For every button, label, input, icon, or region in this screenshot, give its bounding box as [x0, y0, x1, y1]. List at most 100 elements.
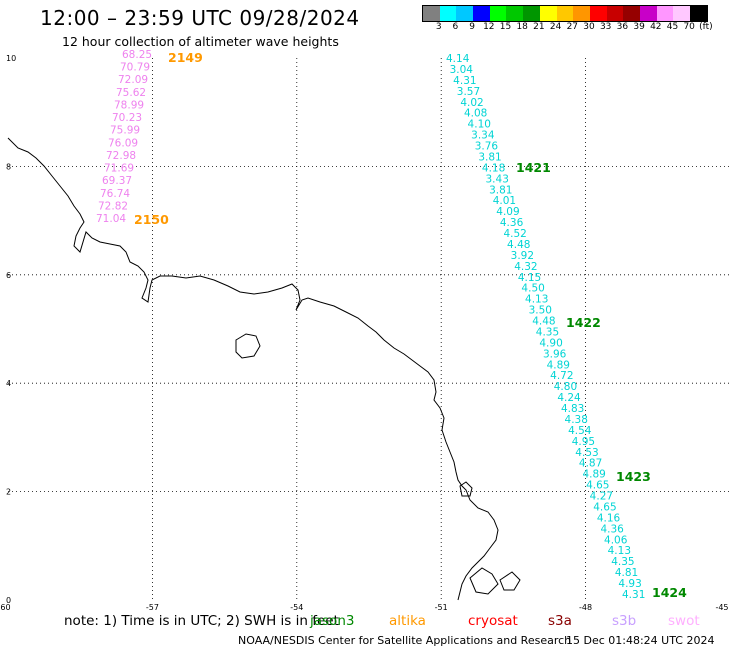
x-tick-label: -57	[146, 603, 159, 612]
wave-height-value: 4.01	[493, 195, 516, 207]
wave-height-value: 3.81	[478, 151, 501, 163]
wave-height-value: 4.15	[518, 272, 541, 284]
wave-height-value: 4.13	[525, 294, 548, 306]
colorbar-swatch	[573, 6, 590, 21]
wave-height-value: 3.96	[543, 348, 567, 360]
wave-height-value: 4.32	[514, 261, 537, 273]
y-tick-label: 2	[6, 488, 11, 497]
wave-height-value: 4.09	[496, 206, 519, 218]
colorbar-swatch	[606, 6, 624, 21]
wave-height-value: 4.50	[521, 283, 544, 295]
satellite-legend-item: jason3	[310, 613, 355, 629]
colorbar-swatch	[673, 6, 690, 21]
wave-height-value: 70.79	[120, 62, 150, 74]
colorbar-swatch	[589, 6, 607, 21]
colorbar-label: 45	[666, 22, 679, 32]
island-2	[469, 567, 499, 595]
wave-height-value: 4.27	[590, 491, 613, 503]
colorbar-label: 21	[533, 22, 545, 32]
page-title: 12:00 – 23:59 UTC 09/28/2024	[40, 6, 360, 30]
wave-height-value: 71.69	[104, 163, 134, 175]
wave-height-value: 4.38	[565, 414, 588, 426]
colorbar-label: 39	[633, 22, 645, 32]
colorbar-swatch	[639, 6, 657, 21]
colorbar-swatch	[439, 6, 457, 21]
colorbar-label: 12	[483, 22, 495, 32]
wave-height-value: 4.87	[579, 458, 602, 470]
wave-height-value: 75.99	[110, 125, 140, 137]
wave-height-value: 4.36	[600, 523, 624, 535]
colorbar-swatch	[623, 6, 640, 21]
wave-height-value: 4.13	[608, 545, 631, 557]
x-tick-label: -51	[435, 603, 448, 612]
colorbar-label: 27	[566, 22, 579, 32]
colorbar-label: 36	[616, 22, 629, 32]
pass-time-label: 1421	[516, 160, 551, 175]
wave-height-value: 4.16	[597, 512, 621, 524]
wave-height-value: 4.65	[586, 480, 609, 492]
satellite-legend-item: cryosat	[468, 613, 518, 629]
wave-height-value: 4.89	[582, 469, 605, 481]
colorbar-label: (ft)	[699, 22, 713, 32]
pass-time-label: 2149	[168, 50, 203, 65]
island-1	[459, 481, 473, 497]
wave-height-value: 76.09	[108, 137, 138, 149]
wave-height-value: 4.14	[446, 53, 470, 65]
wave-height-value: 4.80	[554, 381, 577, 393]
wave-height-value: 3.57	[457, 86, 480, 98]
coastline	[7, 137, 499, 601]
wave-height-value: 70.23	[112, 112, 142, 124]
wave-height-value: 4.90	[539, 337, 562, 349]
wave-height-value: 78.99	[114, 99, 144, 111]
wave-height-value: 4.95	[572, 436, 595, 448]
wave-height-value: 72.98	[106, 150, 136, 162]
colorbar-label: 33	[599, 22, 612, 32]
wave-height-value: 4.10	[468, 119, 491, 131]
wave-height-value: 3.76	[475, 141, 499, 153]
lake	[235, 333, 261, 359]
y-tick-label: 10	[6, 54, 16, 63]
wave-height-value: 3.34	[471, 130, 495, 142]
footer-timestamp: 15 Dec 01:48:24 UTC 2024	[566, 634, 715, 647]
colorbar-label: 15	[499, 22, 512, 32]
wave-height-value: 4.53	[575, 447, 598, 459]
satellite-legend-item: s3b	[612, 613, 637, 629]
satellite-legend-item: altika	[389, 613, 426, 629]
colorbar-swatch	[690, 6, 707, 21]
satellite-legend-item: swot	[668, 613, 700, 629]
pass-time-label: 2150	[134, 212, 169, 227]
x-tick-label: -54	[290, 603, 303, 612]
wave-height-value: 4.31	[453, 75, 476, 87]
y-tick-label: 4	[6, 379, 11, 388]
wave-height-value: 3.04	[450, 64, 474, 76]
colorbar-swatch	[656, 6, 674, 21]
page-subtitle: 12 hour collection of altimeter wave hei…	[62, 34, 339, 49]
wave-height-value: 4.02	[460, 97, 483, 109]
wave-height-value: 4.89	[547, 359, 570, 371]
wave-height-value: 72.09	[118, 74, 148, 86]
wave-height-value: 4.06	[604, 534, 628, 546]
wave-height-value: 4.54	[568, 425, 592, 437]
wave-height-value: 68.25	[122, 49, 152, 61]
wave-height-colorbar	[422, 5, 708, 22]
wave-height-value: 4.48	[532, 316, 555, 328]
note-text: note: 1) Time is in UTC; 2) SWH is in fe…	[64, 613, 339, 629]
y-tick-label: 6	[6, 271, 11, 280]
wave-height-value: 72.82	[98, 200, 128, 212]
x-tick-label: -48	[579, 603, 592, 612]
axis-labels: -60 -57 -54 -51 -48 -45 0 2 4 6 8 10	[0, 54, 729, 612]
y-tick-label: 0	[6, 596, 11, 605]
colorbar-label: 24	[549, 22, 562, 32]
wave-height-value: 4.08	[464, 108, 487, 120]
colorbar-label: 6	[452, 22, 459, 32]
wave-height-value: 4.18	[482, 162, 505, 174]
grid-lines	[8, 58, 730, 600]
wave-height-value: 3.43	[486, 173, 509, 185]
wave-height-value: 4.83	[561, 403, 584, 415]
wave-height-value: 4.93	[618, 578, 641, 590]
wave-height-value: 4.72	[550, 370, 573, 382]
wave-height-value: 3.50	[529, 305, 552, 317]
colorbar-label: 3	[435, 22, 442, 32]
wave-height-value: 71.04	[96, 213, 126, 225]
